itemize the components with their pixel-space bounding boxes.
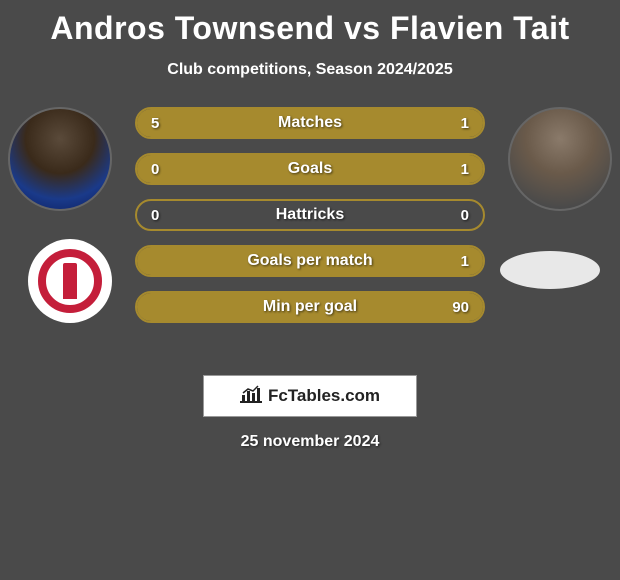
site-logo: FcTables.com xyxy=(203,375,417,417)
player-left-avatar xyxy=(8,107,112,211)
chart-icon xyxy=(240,385,262,408)
stat-value-right: 1 xyxy=(461,109,469,137)
stat-row: Goals0 1 xyxy=(135,153,485,185)
stat-value-right: 1 xyxy=(461,247,469,275)
stat-label: Goals xyxy=(137,155,483,183)
date-line: 25 november 2024 xyxy=(0,433,620,451)
stat-value-right: 0 xyxy=(461,201,469,229)
stat-row: Hattricks0 0 xyxy=(135,199,485,231)
player-right-avatar xyxy=(508,107,612,211)
site-logo-text: FcTables.com xyxy=(268,386,380,406)
stat-label: Matches xyxy=(137,109,483,137)
subtitle: Club competitions, Season 2024/2025 xyxy=(0,61,620,79)
club-right-logo xyxy=(500,251,600,289)
stat-label: Min per goal xyxy=(137,293,483,321)
stat-value-right: 90 xyxy=(452,293,469,321)
stat-row: Matches5 1 xyxy=(135,107,485,139)
stat-row: Min per goal90 xyxy=(135,291,485,323)
page-title: Andros Townsend vs Flavien Tait xyxy=(0,0,620,47)
stat-row: Goals per match1 xyxy=(135,245,485,277)
stat-value-left: 0 xyxy=(151,155,159,183)
stat-bars: Matches51Goals01Hattricks00Goals per mat… xyxy=(135,107,485,337)
stat-label: Hattricks xyxy=(137,201,483,229)
stats-area: Matches51Goals01Hattricks00Goals per mat… xyxy=(0,107,620,367)
stat-value-right: 1 xyxy=(461,155,469,183)
stat-label: Goals per match xyxy=(137,247,483,275)
stat-value-left: 5 xyxy=(151,109,159,137)
club-left-logo xyxy=(28,239,112,323)
stat-value-left: 0 xyxy=(151,201,159,229)
